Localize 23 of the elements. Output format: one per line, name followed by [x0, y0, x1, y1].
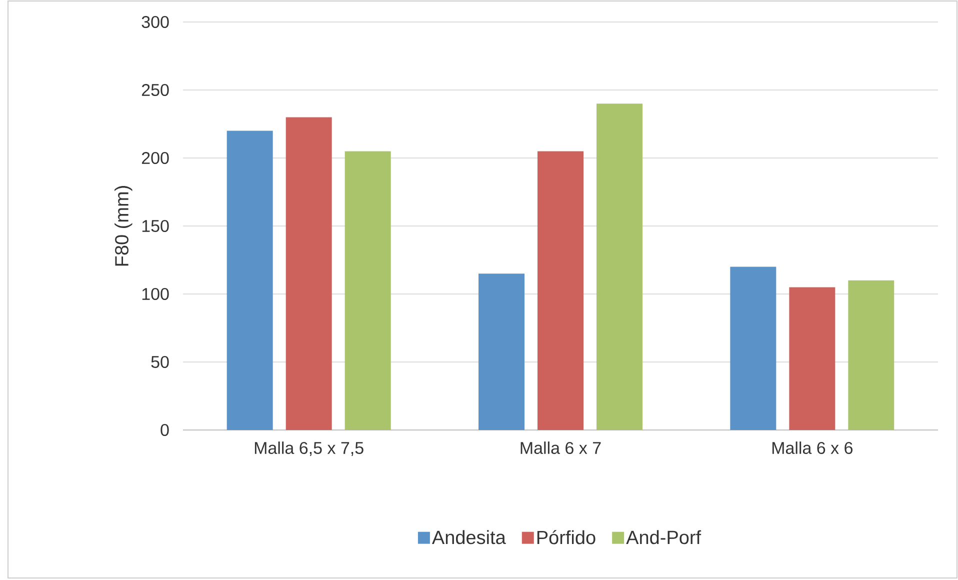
bar: [538, 151, 584, 430]
legend-label: And-Porf: [626, 530, 702, 544]
bar: [344, 151, 391, 430]
bar: [478, 274, 525, 430]
y-tick-label: 50: [151, 356, 169, 368]
legend-label: Pórfido: [537, 530, 596, 544]
x-tick-label: Malla 6 x 6: [772, 442, 852, 454]
x-tick-label: Malla 6 x 7: [520, 442, 601, 454]
y-tick-label: 300: [142, 16, 169, 28]
bar: [848, 280, 894, 430]
x-tick-label: Malla 6,5 x 7,5: [254, 442, 364, 456]
bar: [789, 287, 836, 430]
y-tick-label: 200: [142, 152, 169, 164]
bar: [286, 117, 332, 430]
y-tick-label: 150: [142, 220, 169, 232]
legend-label: Andesita: [432, 530, 506, 544]
bar: [596, 104, 643, 430]
bar: [730, 266, 776, 430]
y-tick-label: 250: [142, 84, 169, 96]
y-tick-label: 100: [142, 288, 169, 300]
y-tick-label: 0: [160, 424, 169, 436]
y-axis-title: F80 (mm): [114, 186, 132, 266]
bar: [226, 130, 273, 430]
